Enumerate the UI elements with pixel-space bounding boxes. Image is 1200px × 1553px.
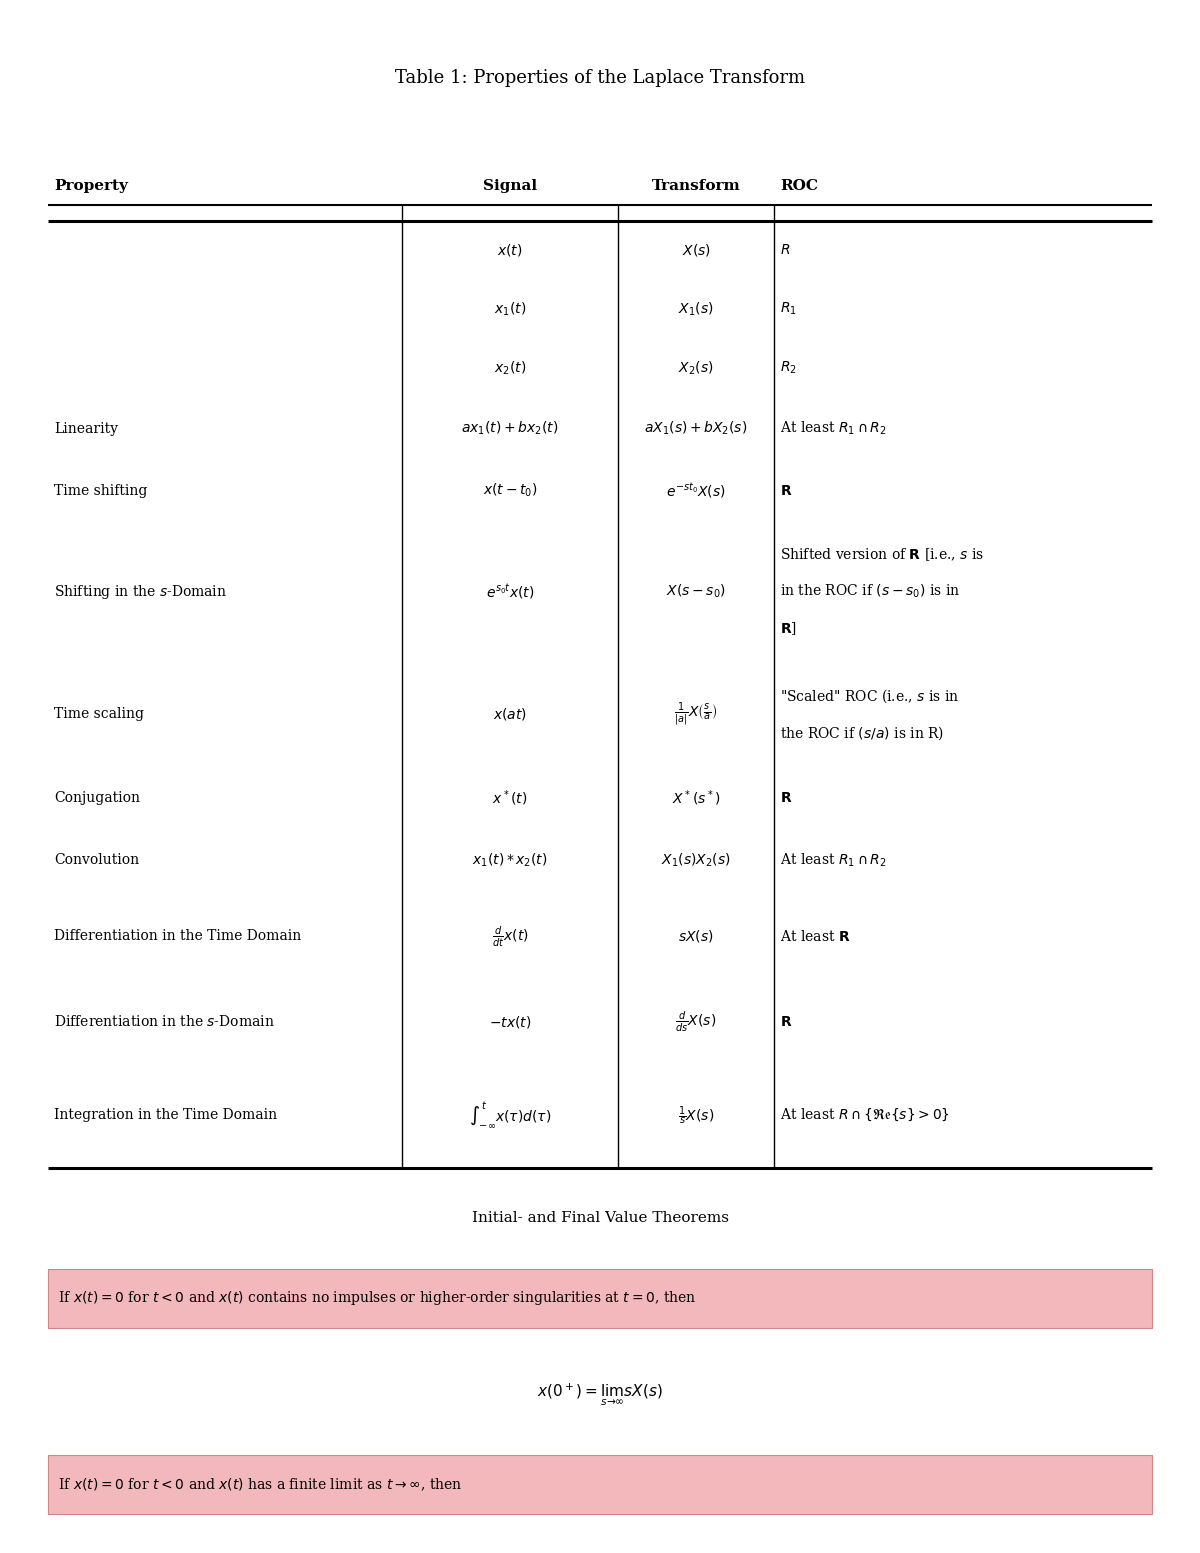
- Text: $x(0^+) = \lim_{s \to \infty} sX(s)$: $x(0^+) = \lim_{s \to \infty} sX(s)$: [538, 1381, 662, 1409]
- Text: At least $R \cap \{\mathfrak{Re}\{s\} > 0\}$: At least $R \cap \{\mathfrak{Re}\{s\} > …: [780, 1107, 950, 1123]
- Text: $X^*(s^*)$: $X^*(s^*)$: [672, 789, 720, 808]
- Text: $R_1$: $R_1$: [780, 301, 797, 317]
- Text: Conjugation: Conjugation: [54, 790, 140, 806]
- Text: $-tx(t)$: $-tx(t)$: [488, 1014, 532, 1030]
- Text: Shifted version of $\mathbf{R}$ [i.e., $s$ is: Shifted version of $\mathbf{R}$ [i.e., $…: [780, 547, 984, 562]
- Text: $\mathbf{R}$]: $\mathbf{R}$]: [780, 621, 797, 637]
- Text: Shifting in the $s$-Domain: Shifting in the $s$-Domain: [54, 582, 227, 601]
- Text: $\mathbf{R}$: $\mathbf{R}$: [780, 790, 792, 806]
- Text: $x_1(t)$: $x_1(t)$: [494, 300, 526, 318]
- Text: Initial- and Final Value Theorems: Initial- and Final Value Theorems: [472, 1210, 728, 1225]
- Text: Signal: Signal: [482, 179, 538, 194]
- Text: If $x(t) = 0$ for $t < 0$ and $x(t)$ has a finite limit as $t \to \infty$, then: If $x(t) = 0$ for $t < 0$ and $x(t)$ has…: [58, 1477, 462, 1492]
- Text: ROC: ROC: [780, 179, 818, 194]
- Text: $\mathbf{R}$: $\mathbf{R}$: [780, 483, 792, 499]
- Text: Differentiation in the $s$-Domain: Differentiation in the $s$-Domain: [54, 1014, 275, 1030]
- Text: $\frac{d}{ds}X(s)$: $\frac{d}{ds}X(s)$: [676, 1009, 716, 1034]
- Text: At least $R_1 \cap R_2$: At least $R_1 \cap R_2$: [780, 851, 887, 870]
- Text: $X(s)$: $X(s)$: [682, 242, 710, 258]
- Text: Table 1: Properties of the Laplace Transform: Table 1: Properties of the Laplace Trans…: [395, 68, 805, 87]
- Text: Convolution: Convolution: [54, 853, 139, 868]
- Text: $x(t - t_0)$: $x(t - t_0)$: [482, 481, 538, 500]
- Text: $ax_1(t) + bx_2(t)$: $ax_1(t) + bx_2(t)$: [461, 419, 559, 438]
- Text: $e^{-st_0}X(s)$: $e^{-st_0}X(s)$: [666, 481, 726, 500]
- Text: $sX(s)$: $sX(s)$: [678, 929, 714, 944]
- Text: Time shifting: Time shifting: [54, 483, 148, 499]
- Text: $R$: $R$: [780, 242, 791, 258]
- Text: $\frac{1}{|a|}X\left(\frac{s}{a}\right)$: $\frac{1}{|a|}X\left(\frac{s}{a}\right)$: [674, 700, 718, 728]
- Text: "Scaled" ROC (i.e., $s$ is in: "Scaled" ROC (i.e., $s$ is in: [780, 686, 960, 705]
- FancyBboxPatch shape: [48, 1455, 1152, 1514]
- Text: $x(at)$: $x(at)$: [493, 707, 527, 722]
- Text: $X(s - s_0)$: $X(s - s_0)$: [666, 582, 726, 601]
- Text: Linearity: Linearity: [54, 421, 118, 436]
- Text: $\frac{1}{s}X(s)$: $\frac{1}{s}X(s)$: [678, 1104, 714, 1126]
- Text: $x_2(t)$: $x_2(t)$: [494, 359, 526, 377]
- Text: $\frac{d}{dt}x(t)$: $\frac{d}{dt}x(t)$: [492, 924, 528, 949]
- FancyBboxPatch shape: [48, 1269, 1152, 1328]
- Text: $x^*(t)$: $x^*(t)$: [492, 789, 528, 808]
- Text: $X_2(s)$: $X_2(s)$: [678, 359, 714, 377]
- Text: If $x(t) = 0$ for $t < 0$ and $x(t)$ contains no impulses or higher-order singul: If $x(t) = 0$ for $t < 0$ and $x(t)$ con…: [58, 1289, 696, 1308]
- Text: the ROC if $(s/a)$ is in R): the ROC if $(s/a)$ is in R): [780, 724, 944, 742]
- Text: $e^{s_0t}x(t)$: $e^{s_0t}x(t)$: [486, 582, 534, 601]
- Text: At least $\mathbf{R}$: At least $\mathbf{R}$: [780, 929, 851, 944]
- Text: in the ROC if $(s - s_0)$ is in: in the ROC if $(s - s_0)$ is in: [780, 582, 960, 601]
- Text: $X_1(s)X_2(s)$: $X_1(s)X_2(s)$: [661, 851, 731, 870]
- Text: At least $R_1 \cap R_2$: At least $R_1 \cap R_2$: [780, 419, 887, 438]
- Text: $\int_{-\infty}^{t} x(\tau)d(\tau)$: $\int_{-\infty}^{t} x(\tau)d(\tau)$: [469, 1100, 551, 1131]
- Text: $x(t)$: $x(t)$: [497, 242, 523, 258]
- Text: $X_1(s)$: $X_1(s)$: [678, 300, 714, 318]
- Text: Differentiation in the Time Domain: Differentiation in the Time Domain: [54, 929, 301, 944]
- Text: $\mathbf{R}$: $\mathbf{R}$: [780, 1014, 792, 1030]
- Text: Property: Property: [54, 179, 128, 194]
- Text: Transform: Transform: [652, 179, 740, 194]
- Text: Integration in the Time Domain: Integration in the Time Domain: [54, 1107, 277, 1123]
- Text: $x_1(t) * x_2(t)$: $x_1(t) * x_2(t)$: [473, 851, 547, 870]
- Text: $R_2$: $R_2$: [780, 360, 797, 376]
- Text: Time scaling: Time scaling: [54, 707, 144, 722]
- Text: $aX_1(s) + bX_2(s)$: $aX_1(s) + bX_2(s)$: [644, 419, 748, 438]
